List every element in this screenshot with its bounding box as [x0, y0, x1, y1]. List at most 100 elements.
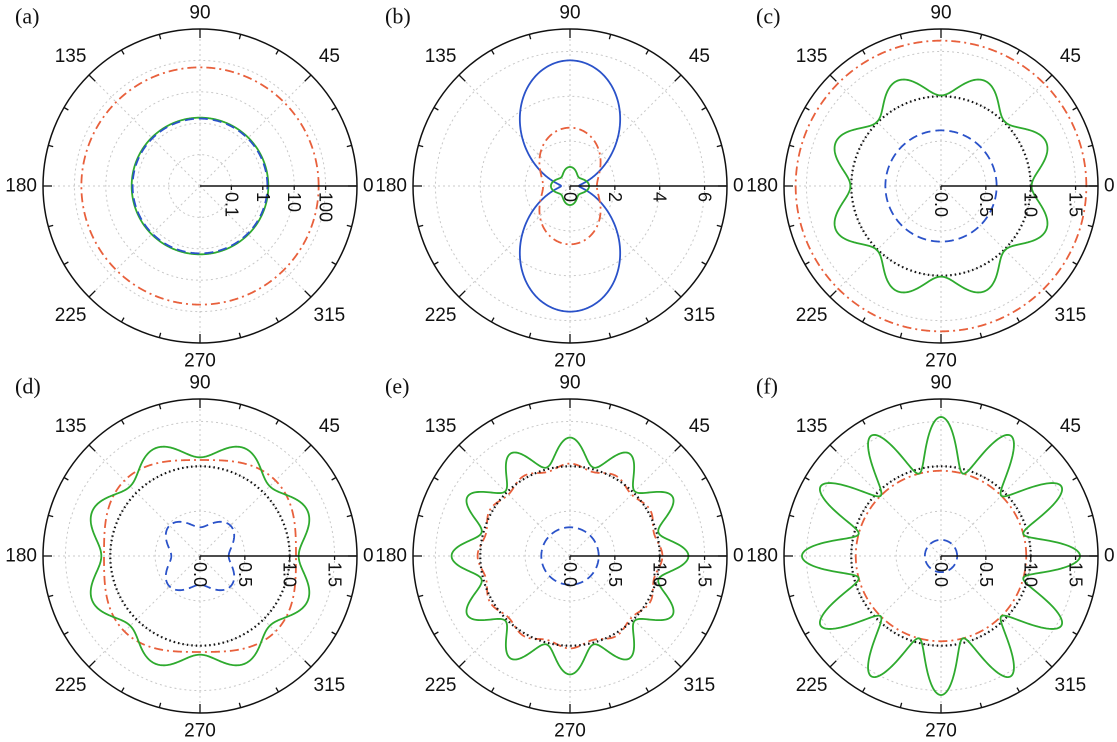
polar-panel-e: 0.0 0.5 1.0 1.5 0 45 90 135 180 225 270 315 (e) — [375, 373, 743, 742]
angle-label-225: 225 — [425, 675, 457, 696]
radial-tick-label: 0.5 — [235, 562, 255, 587]
radial-tick-label: 4 — [650, 192, 670, 202]
radial-tick-label: 0 — [560, 192, 580, 202]
grid-spoke — [88, 555, 201, 668]
angle-label-135: 135 — [425, 46, 457, 67]
radial-tick-label: 10 — [284, 192, 304, 212]
angle-label-90: 90 — [189, 3, 210, 24]
angle-tick — [528, 404, 532, 410]
series-green — [89, 445, 311, 667]
grid-spoke — [199, 444, 312, 557]
series-green — [833, 78, 1049, 294]
angle-label-270: 270 — [925, 721, 957, 742]
angle-tick — [88, 660, 96, 668]
angle-label-315: 315 — [314, 675, 346, 696]
radial-tick-label: 1.5 — [695, 562, 715, 587]
angle-label-90: 90 — [189, 373, 210, 394]
angle-tick — [716, 224, 722, 228]
angle-tick — [346, 514, 352, 518]
angle-tick — [418, 514, 424, 518]
angle-label-315: 315 — [684, 305, 716, 326]
angle-tick — [490, 317, 495, 323]
angle-tick — [789, 594, 795, 598]
angle-tick — [861, 419, 866, 425]
angle-tick — [789, 224, 795, 228]
angle-tick — [331, 476, 337, 481]
angle-tick — [608, 332, 612, 338]
angle-tick — [304, 660, 312, 668]
angle-tick — [1016, 419, 1021, 425]
angle-tick — [701, 631, 707, 636]
angle-tick — [716, 144, 722, 148]
angle-tick — [48, 224, 54, 228]
angle-label-270: 270 — [925, 351, 957, 372]
series-orange — [854, 469, 1028, 643]
grid-spoke — [569, 444, 682, 557]
angle-tick — [304, 444, 312, 452]
angle-tick — [1045, 290, 1053, 298]
angle-tick — [1087, 144, 1093, 148]
angle-tick — [716, 514, 722, 518]
angle-tick — [979, 34, 983, 40]
angle-tick — [701, 106, 707, 111]
angle-label-315: 315 — [1055, 305, 1087, 326]
angle-tick — [804, 631, 810, 636]
angle-tick — [829, 74, 837, 82]
radial-tick-label: 1.5 — [1066, 562, 1086, 587]
angle-tick — [716, 594, 722, 598]
angle-tick — [346, 224, 352, 228]
grid-spoke — [458, 444, 571, 557]
angle-tick — [1016, 687, 1021, 693]
grid-spoke — [569, 555, 682, 668]
grid-spoke — [829, 185, 942, 298]
series-orange — [80, 66, 320, 306]
angle-tick — [63, 476, 69, 481]
angle-tick — [979, 702, 983, 708]
radial-tick-label: 1.0 — [650, 562, 670, 587]
angle-label-135: 135 — [425, 416, 457, 437]
angle-tick — [979, 404, 983, 410]
angle-tick — [458, 290, 466, 298]
angle-tick — [1072, 261, 1078, 266]
angle-tick — [458, 74, 466, 82]
grid-spoke — [569, 74, 682, 187]
grid-spoke — [940, 185, 1053, 298]
angle-tick — [238, 702, 242, 708]
angle-label-180: 180 — [5, 546, 37, 567]
angle-label-270: 270 — [554, 721, 586, 742]
angle-tick — [48, 144, 54, 148]
radial-tick-label: 0.1 — [221, 192, 241, 217]
series-orange — [476, 462, 664, 650]
angle-label-0: 0 — [1104, 176, 1115, 197]
angle-tick — [1045, 660, 1053, 668]
angle-tick — [528, 34, 532, 40]
angle-tick — [899, 332, 903, 338]
angle-tick — [275, 49, 280, 55]
grid-spoke — [940, 74, 1053, 187]
angle-label-225: 225 — [55, 305, 87, 326]
angle-tick — [1045, 444, 1053, 452]
radial-tick-label: 1.5 — [1066, 192, 1086, 217]
angle-label-45: 45 — [689, 416, 710, 437]
radial-tick-label: 1.5 — [325, 562, 345, 587]
angle-tick — [304, 290, 312, 298]
angle-tick — [645, 687, 650, 693]
angle-label-315: 315 — [684, 675, 716, 696]
angle-tick — [701, 476, 707, 481]
angle-tick — [861, 49, 866, 55]
angle-label-135: 135 — [55, 46, 87, 67]
angle-tick — [674, 74, 682, 82]
angle-tick — [899, 404, 903, 410]
angle-tick — [120, 687, 125, 693]
panel-label: (d) — [15, 374, 41, 399]
angle-label-225: 225 — [796, 305, 828, 326]
angle-tick — [346, 144, 352, 148]
grid-spoke — [940, 444, 1053, 557]
polar-panel-b: 0 2 4 6 0 45 90 135 180 225 270 315 (b) — [375, 3, 743, 372]
angle-tick — [48, 514, 54, 518]
angle-label-45: 45 — [1060, 416, 1081, 437]
radial-tick-label: 1 — [253, 192, 273, 202]
series-blue — [131, 117, 269, 255]
angle-tick — [331, 261, 337, 266]
